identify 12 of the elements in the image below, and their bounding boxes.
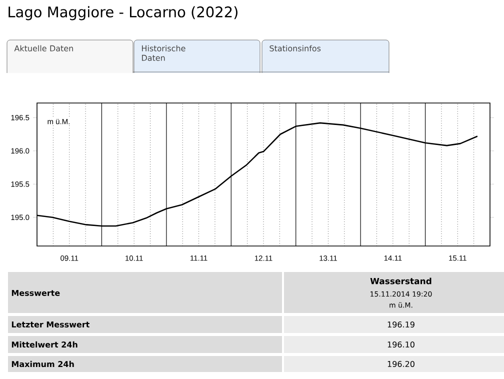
text: 196.10: [388, 341, 414, 348]
text: Aktuelle Daten: [14, 45, 73, 52]
text: 196.19: [388, 321, 414, 328]
text: Maximum 24h: [12, 360, 74, 368]
text: Mittelwert 24h: [12, 341, 78, 348]
text: Letzter Messwert: [12, 322, 90, 328]
chart-title: Lago Maggiore - Locarno (2022): [8, 6, 238, 20]
text: Wasserstand: [370, 278, 432, 284]
text: Stationsinfos: [270, 45, 321, 52]
text: Messwerte: [12, 290, 60, 296]
text: 196.20: [388, 360, 414, 368]
text: Historische Daten: [142, 45, 186, 61]
